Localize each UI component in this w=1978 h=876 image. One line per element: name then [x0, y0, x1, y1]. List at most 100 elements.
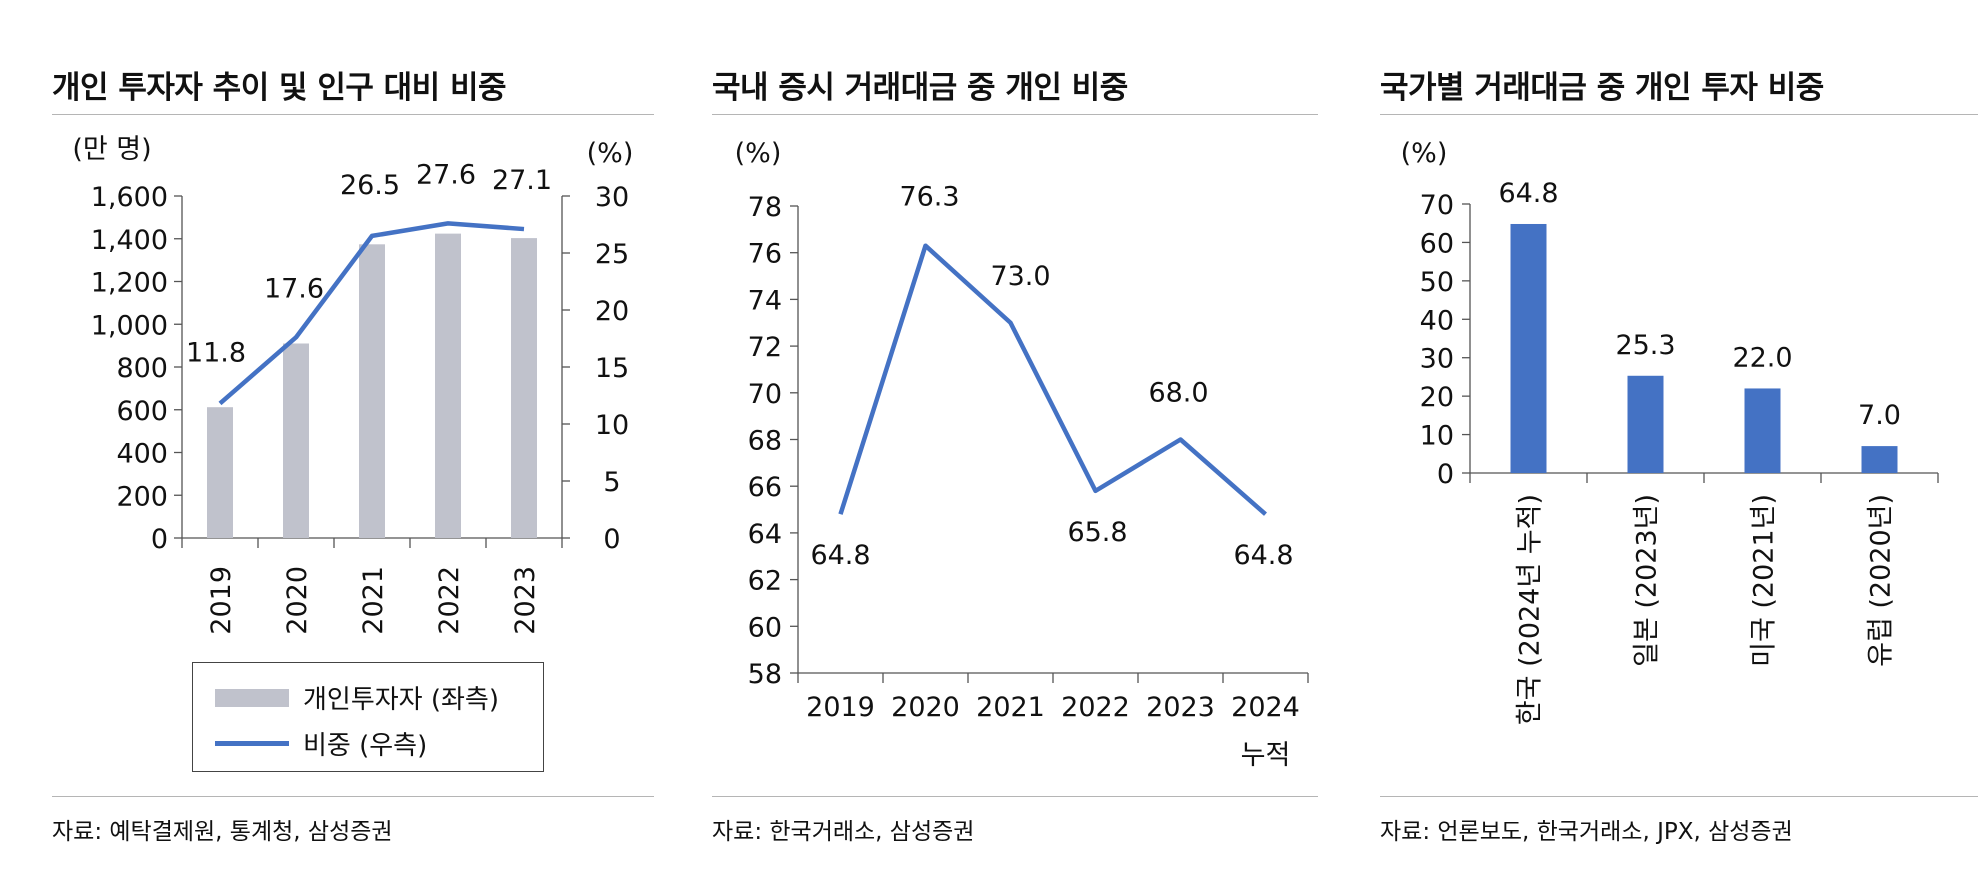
p1-left-tick-label: 400	[116, 439, 168, 470]
p2-y-tick-label: 62	[748, 566, 782, 597]
p1-x-tick-label: 2019	[206, 566, 237, 635]
panel1-top-rule	[52, 114, 654, 115]
p2-y-tick-label: 72	[748, 332, 782, 363]
p2-data-label: 76.3	[899, 182, 959, 213]
panel3-title: 국가별 거래대금 중 개인 투자 비중	[1380, 70, 1824, 106]
p3-y-tick-label: 0	[1437, 459, 1454, 490]
p2-data-label: 73.0	[990, 261, 1050, 292]
p1-left-tick-label: 1,400	[91, 225, 168, 256]
p2-data-label: 65.8	[1067, 517, 1127, 548]
p3-bar	[1627, 375, 1664, 473]
p1-left-tick-label: 1,000	[91, 310, 168, 341]
p3-x-tick-label: 한국 (2024년 누적)	[1515, 494, 1546, 725]
p1-left-tick-label: 0	[151, 524, 168, 555]
p2-y-tick-label: 68	[748, 426, 782, 457]
p1-x-tick-label: 2023	[510, 566, 541, 635]
p3-x-tick-label: 유럽 (2020년)	[1866, 494, 1897, 667]
p3-data-label: 64.8	[1498, 178, 1558, 209]
p1-data-label: 17.6	[264, 273, 324, 304]
p2-y-tick-label: 76	[748, 239, 782, 270]
p1-data-label: 11.8	[186, 337, 246, 368]
panel3-bottom-rule	[1380, 796, 1978, 797]
p3-y-tick-label: 20	[1420, 382, 1454, 413]
p2-x-tick-label: 2019	[806, 692, 875, 723]
p3-data-label: 22.0	[1732, 342, 1792, 373]
p2-y-tick-label: 60	[748, 612, 782, 643]
p2-data-label: 64.8	[1233, 540, 1293, 571]
panel3-top-rule	[1380, 114, 1978, 115]
p1-bar	[207, 407, 233, 538]
p1-x-tick-label: 2022	[434, 566, 465, 635]
p1-bar	[359, 244, 385, 538]
p1-left-unit: (만 명)	[72, 134, 151, 165]
legend-item-bar: 개인투자자 (좌측)	[215, 679, 499, 716]
p3-bar	[1510, 223, 1547, 473]
p3-x-tick-label: 일본 (2023년)	[1632, 494, 1663, 667]
p3-y-unit: (%)	[1401, 138, 1448, 169]
p1-left-tick-label: 1,600	[91, 182, 168, 213]
p2-x-tick-label: 2024	[1231, 692, 1300, 723]
p1-right-tick-label: 10	[595, 410, 629, 441]
p1-x-tick-label: 2021	[358, 566, 389, 635]
panel1-title: 개인 투자자 추이 및 인구 대비 비중	[52, 70, 507, 106]
p1-x-tick-label: 2020	[282, 566, 313, 635]
p1-bar	[435, 233, 461, 538]
panel2-top-rule	[712, 114, 1318, 115]
p1-data-label: 27.6	[416, 159, 476, 190]
p1-right-tick-label: 25	[595, 239, 629, 270]
p3-bar	[1861, 446, 1898, 473]
panel1-bottom-rule	[52, 796, 654, 797]
p2-data-label: 68.0	[1148, 378, 1208, 409]
p1-bar	[511, 238, 537, 538]
legend-swatch-bar	[215, 688, 289, 707]
p3-data-label: 25.3	[1615, 330, 1675, 361]
p3-x-tick-label: 미국 (2021년)	[1749, 494, 1780, 667]
p1-right-tick-label: 0	[603, 524, 620, 555]
p1-right-unit: (%)	[587, 138, 634, 169]
p1-right-tick-label: 15	[595, 353, 629, 384]
legend-item-line: 비중 (우측)	[215, 725, 427, 762]
p1-right-tick-label: 30	[595, 182, 629, 213]
p2-x-tick-label: 누적	[1241, 740, 1291, 771]
p1-bar	[283, 343, 309, 538]
p2-y-tick-label: 64	[748, 519, 782, 550]
p1-left-tick-label: 600	[116, 396, 168, 427]
p3-y-tick-label: 30	[1420, 344, 1454, 375]
panel3-source: 자료: 언론보도, 한국거래소, JPX, 삼성증권	[1380, 819, 1793, 845]
p1-left-tick-label: 800	[116, 353, 168, 384]
p2-y-tick-label: 66	[748, 472, 782, 503]
p2-y-tick-label: 78	[748, 192, 782, 223]
legend-label-bar: 개인투자자 (좌측)	[303, 685, 499, 715]
p2-y-tick-label: 58	[748, 659, 782, 690]
p2-y-unit: (%)	[735, 138, 782, 169]
legend-label-line: 비중 (우측)	[303, 731, 428, 761]
p2-x-tick-label: 2023	[1146, 692, 1215, 723]
p3-y-tick-label: 60	[1420, 228, 1454, 259]
panel1-source: 자료: 예탁결제원, 통계청, 삼성증권	[52, 819, 393, 845]
p3-y-tick-label: 40	[1420, 305, 1454, 336]
legend-swatch-line	[215, 741, 289, 746]
panel2-title: 국내 증시 거래대금 중 개인 비중	[712, 70, 1128, 106]
p1-right-tick-label: 5	[603, 467, 620, 498]
p2-x-tick-label: 2021	[976, 692, 1045, 723]
p3-bar	[1744, 388, 1781, 473]
p3-data-label: 7.0	[1858, 400, 1901, 431]
p2-y-tick-label: 74	[748, 285, 782, 316]
p2-x-tick-label: 2022	[1061, 692, 1130, 723]
panel2-bottom-rule	[712, 796, 1318, 797]
p1-left-tick-label: 200	[116, 481, 168, 512]
p1-left-tick-label: 1,200	[91, 268, 168, 299]
p2-line	[838, 243, 1267, 516]
p3-y-tick-label: 10	[1420, 421, 1454, 452]
p1-data-label: 26.5	[340, 170, 400, 201]
panel1-legend: 개인투자자 (좌측) 비중 (우측)	[192, 662, 544, 772]
p2-data-label: 64.8	[810, 540, 870, 571]
p1-right-tick-label: 20	[595, 296, 629, 327]
p3-y-tick-label: 50	[1420, 267, 1454, 298]
p1-data-label: 27.1	[492, 165, 552, 196]
panel2-source: 자료: 한국거래소, 삼성증권	[712, 819, 975, 845]
p3-y-tick-label: 70	[1420, 190, 1454, 221]
p2-y-tick-label: 70	[748, 379, 782, 410]
p2-x-tick-label: 2020	[891, 692, 960, 723]
